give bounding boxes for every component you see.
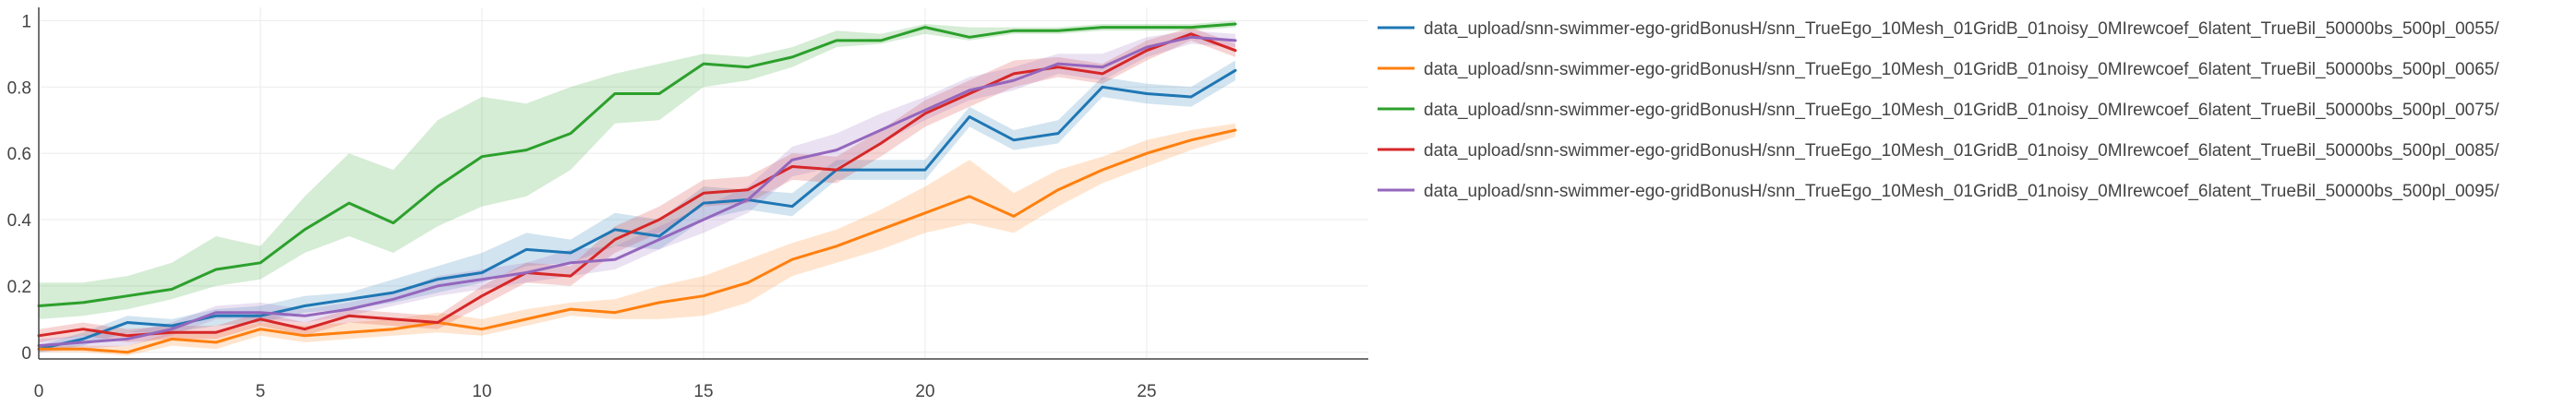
- series-1-line: [37, 68, 1237, 351]
- series-2-band: [39, 123, 1235, 356]
- y-tick-label: 0.4: [7, 211, 32, 231]
- legend-label: data_upload/snn-swimmer-ego-gridBonusH/s…: [1424, 141, 2499, 161]
- series-3-line: [37, 22, 1237, 307]
- series-5-band: [39, 30, 1235, 352]
- x-tick-label: 0: [34, 382, 44, 401]
- legend-item[interactable]: data_upload/snn-swimmer-ego-gridBonusH/s…: [1378, 182, 2499, 201]
- legend-item[interactable]: data_upload/snn-swimmer-ego-gridBonusH/s…: [1378, 141, 2499, 161]
- legend-label: data_upload/snn-swimmer-ego-gridBonusH/s…: [1424, 182, 2499, 201]
- legend-label: data_upload/snn-swimmer-ego-gridBonusH/s…: [1424, 101, 2499, 120]
- axes: [38, 7, 1368, 360]
- series-lines: [37, 22, 1237, 354]
- y-tick-label: 0: [21, 344, 31, 364]
- series-3-band: [39, 20, 1235, 319]
- legend[interactable]: data_upload/snn-swimmer-ego-gridBonusH/s…: [1378, 19, 2499, 201]
- legend-label: data_upload/snn-swimmer-ego-gridBonusH/s…: [1424, 19, 2499, 39]
- x-tick-label: 15: [693, 382, 713, 401]
- series-5-line: [37, 35, 1237, 348]
- x-tick-label: 25: [1137, 382, 1156, 401]
- series-4-line: [37, 32, 1237, 338]
- x-tick-label: 10: [472, 382, 491, 401]
- x-tick-label: 20: [915, 382, 934, 401]
- legend-item[interactable]: data_upload/snn-swimmer-ego-gridBonusH/s…: [1378, 101, 2499, 120]
- y-tick-label: 1: [21, 12, 31, 31]
- legend-label: data_upload/snn-swimmer-ego-gridBonusH/s…: [1424, 60, 2499, 79]
- legend-item[interactable]: data_upload/snn-swimmer-ego-gridBonusH/s…: [1378, 60, 2499, 79]
- y-tick-label: 0.6: [7, 145, 31, 164]
- x-tick-label: 5: [256, 382, 266, 401]
- series-2-line: [37, 128, 1237, 354]
- tick-labels: 0 5 10 15 20 25 0 0.2 0.4 0.6 0.8 1: [7, 12, 1157, 401]
- confidence-bands: [39, 20, 1235, 356]
- legend-item[interactable]: data_upload/snn-swimmer-ego-gridBonusH/s…: [1378, 19, 2499, 39]
- y-tick-label: 0.2: [7, 278, 31, 297]
- y-tick-label: 0.8: [7, 78, 31, 98]
